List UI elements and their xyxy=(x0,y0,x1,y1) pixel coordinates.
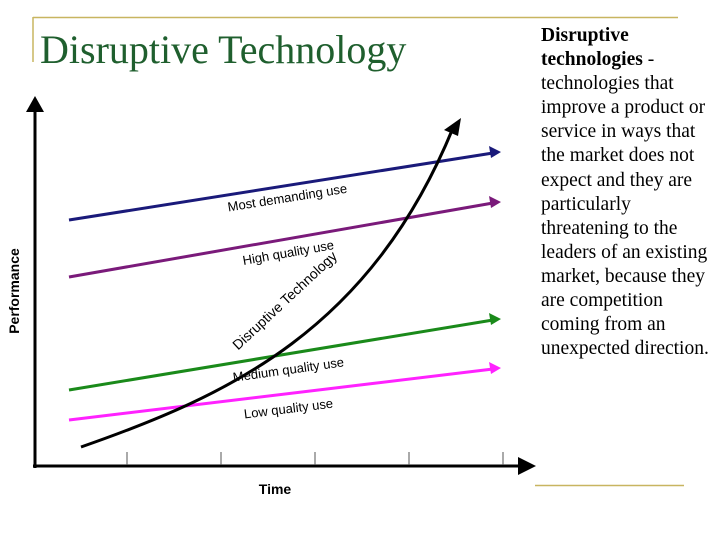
low-quality-use-arrowhead xyxy=(489,362,501,374)
definition-text: Disruptive technologies - technologies t… xyxy=(541,24,711,361)
most-demanding-use-arrowhead xyxy=(489,146,501,158)
x-axis-arrowhead xyxy=(518,457,536,475)
x-axis-label: Time xyxy=(259,481,292,497)
y-axis-label: Performance xyxy=(6,248,22,334)
slide-title: Disruptive Technology xyxy=(40,27,407,72)
definition-term: Disruptive technologies xyxy=(541,25,643,71)
definition-separator: - xyxy=(642,49,655,71)
most-demanding-use-line xyxy=(68,151,494,222)
disruptive-technology-arrowhead xyxy=(444,118,461,136)
definition-body: technologies that improve a product or s… xyxy=(541,73,709,360)
disruptive-technology-curve xyxy=(80,127,455,449)
y-axis-arrowhead xyxy=(26,96,44,112)
high-quality-use-line xyxy=(68,201,494,279)
high-quality-use-arrowhead xyxy=(489,196,501,208)
medium-quality-use-arrowhead xyxy=(489,313,501,325)
low-quality-use-line xyxy=(68,367,494,422)
low-quality-use-label: Low quality use xyxy=(243,396,334,422)
medium-quality-use-line xyxy=(68,318,494,392)
